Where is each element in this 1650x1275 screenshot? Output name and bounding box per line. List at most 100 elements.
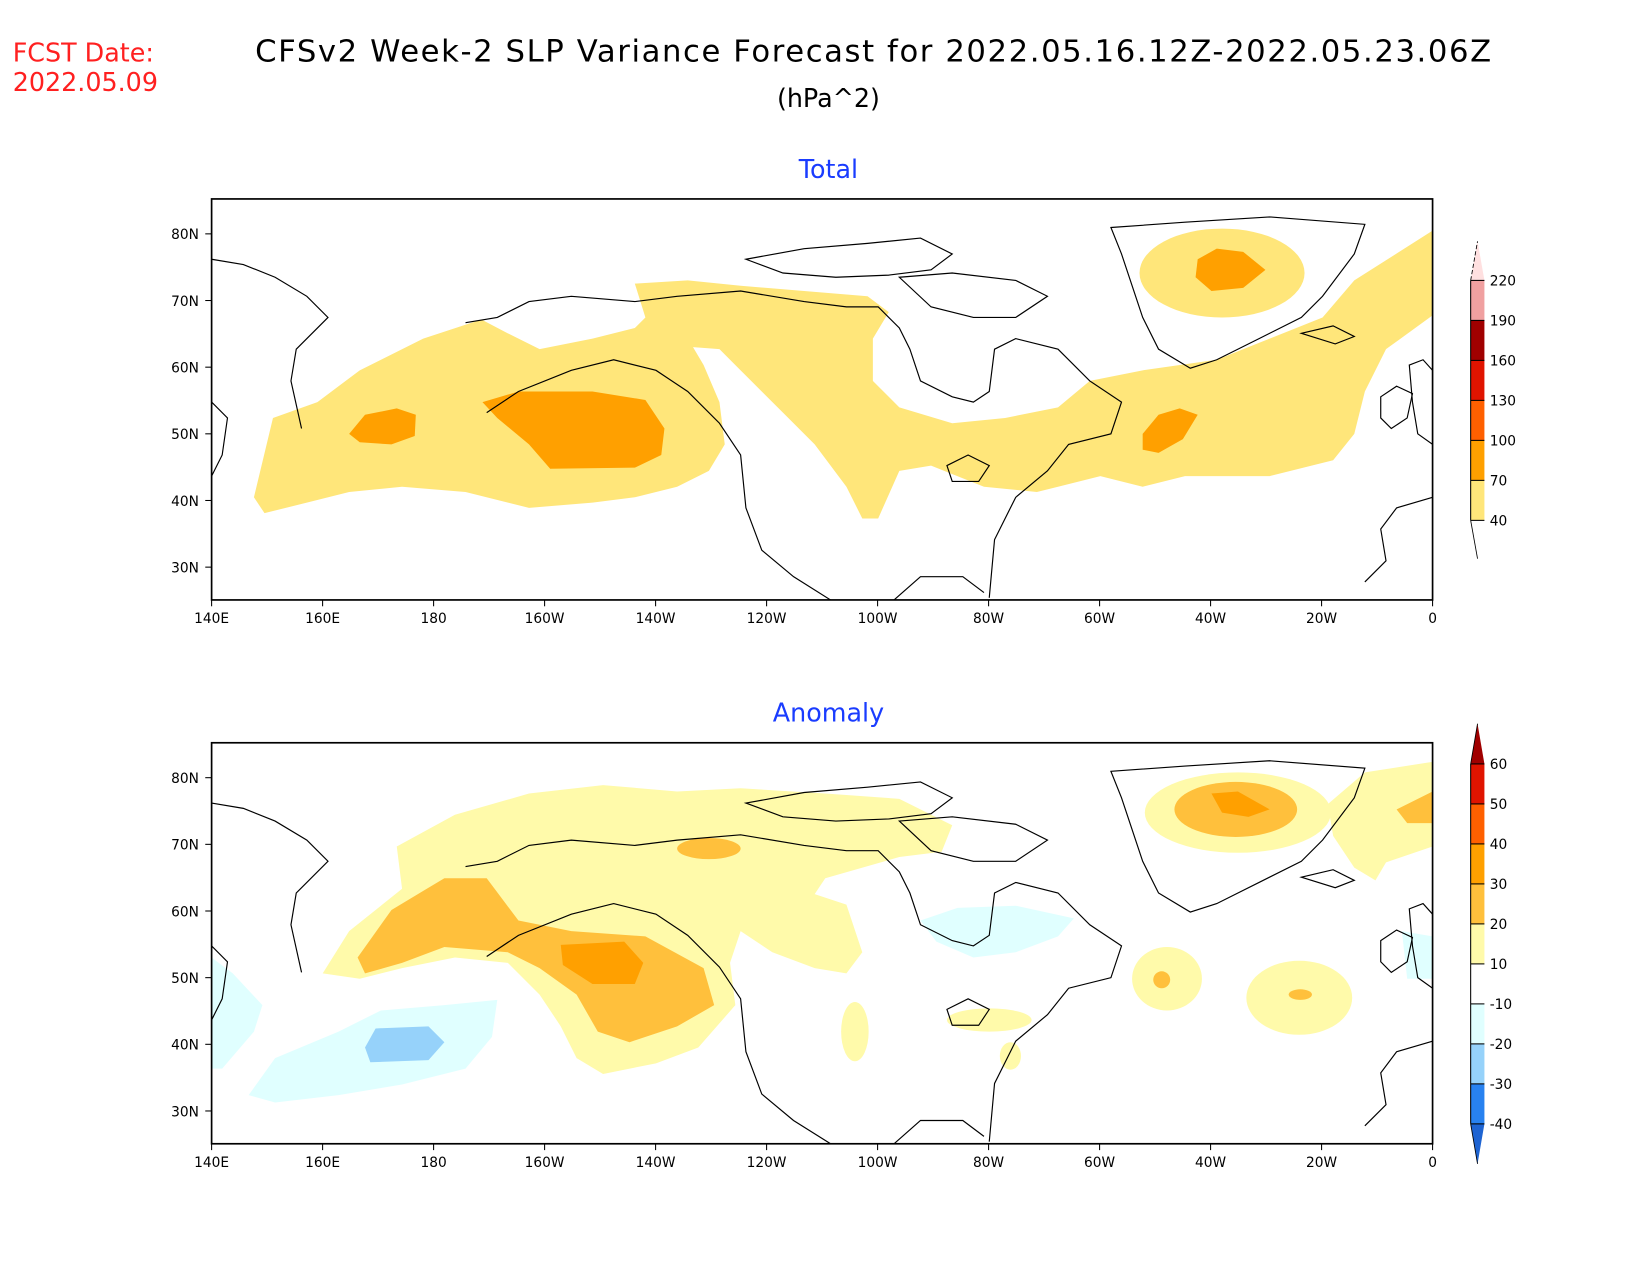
lat-tick-label: 80N	[171, 227, 199, 243]
contour-neg10-neg20	[920, 905, 1074, 958]
colorbar-label: 20	[1490, 917, 1508, 933]
colorbar-label: -20	[1490, 1037, 1512, 1053]
colorbar-label: 50	[1490, 797, 1508, 813]
colorbar-bottom-arrow	[1470, 520, 1485, 559]
lon-tick-label: 40W	[1195, 1155, 1226, 1171]
contour-70-100	[1142, 408, 1198, 453]
contour-10-20	[322, 785, 953, 1074]
lon-tick-label: 120W	[747, 611, 787, 627]
contour-neg20-neg30	[365, 1026, 445, 1063]
colorbar-band	[1470, 400, 1485, 441]
units-label: (hPa^2)	[777, 83, 880, 113]
colorbar-label: -30	[1490, 1077, 1512, 1093]
lon-tick-label: 20W	[1306, 1155, 1337, 1171]
lon-tick-label: 100W	[858, 1155, 898, 1171]
colorbar-label: 220	[1490, 274, 1516, 290]
lon-tick-label: 80W	[973, 1155, 1004, 1171]
fcst-date-value: 2022.05.09	[13, 67, 158, 97]
colorbar-label: 30	[1490, 877, 1508, 893]
lat-tick-label: 50N	[171, 427, 199, 443]
lon-tick-label: 40W	[1195, 611, 1226, 627]
lon-tick-label: 180	[420, 1155, 446, 1171]
lat-tick-label: 30N	[171, 560, 199, 576]
colorbar-band	[1470, 1003, 1485, 1044]
lon-tick-label: 140W	[636, 611, 676, 627]
lon-tick-label: 180	[420, 611, 446, 627]
colorbar-band	[1470, 280, 1485, 321]
colorbar-band	[1470, 480, 1485, 521]
lat-tick-label: 80N	[171, 771, 199, 787]
lon-tick-label: 60W	[1084, 1155, 1115, 1171]
lon-tick-label: 100W	[858, 611, 898, 627]
lat-tick-label: 60N	[171, 360, 199, 376]
lat-tick-label: 40N	[171, 494, 199, 510]
contour-10-20	[946, 1008, 1032, 1032]
lon-tick-label: 0	[1428, 1155, 1437, 1171]
lon-tick-label: 60W	[1084, 611, 1115, 627]
colorbar-top-arrow	[1470, 241, 1485, 281]
lat-tick-label: 70N	[171, 838, 199, 854]
contour-70-100	[1195, 248, 1266, 291]
colorbar-top-arrow	[1470, 723, 1485, 764]
colorbar-total: 220 190 160 130 100 70 40	[1470, 241, 1516, 559]
panel-title-total: Total	[798, 154, 858, 184]
map-frame	[210, 198, 1434, 601]
colorbar-label: 10	[1490, 957, 1508, 973]
colorbar-band	[1470, 360, 1485, 401]
colorbar-label: 130	[1490, 394, 1516, 410]
panel-title-anomaly: Anomaly	[773, 698, 884, 728]
colorbar-band	[1470, 923, 1485, 964]
contour-20-30	[1288, 989, 1312, 1000]
colorbar-bottom-arrow	[1470, 1123, 1485, 1164]
contour-20-30	[1396, 791, 1433, 824]
lon-tick-label: 160W	[525, 1155, 565, 1171]
colorbar-label: 40	[1490, 514, 1508, 530]
lon-tick-label: 120W	[747, 1155, 787, 1171]
colorbar-label: 190	[1490, 314, 1516, 330]
colorbar-label: -40	[1490, 1117, 1512, 1133]
colorbar-band	[1470, 320, 1485, 361]
colorbar-label: 40	[1490, 837, 1508, 853]
contour-70-100	[349, 408, 416, 445]
colorbar-band	[1470, 883, 1485, 924]
lat-tick-label: 70N	[171, 294, 199, 310]
map-panel-anomaly: 80N 70N 60N 50N 40N 30N 140E 160E 180 160W 140W 120…	[171, 741, 1437, 1171]
lon-tick-label: 20W	[1306, 611, 1337, 627]
lon-tick-label: 160W	[525, 611, 565, 627]
lat-tick-label: 60N	[171, 904, 199, 920]
colorbar-band	[1470, 803, 1485, 844]
lon-tick-label: 140E	[194, 1155, 229, 1171]
colorbar-label: 60	[1490, 757, 1508, 773]
contour-30-40	[560, 941, 644, 985]
colorbar-band	[1470, 763, 1485, 804]
lon-tick-label: 160E	[305, 1155, 340, 1171]
fcst-date-label: FCST Date:	[13, 37, 154, 67]
map-panel-total: 80N 70N 60N 50N 40N 30N 140E 160E 180 160W 140W 120…	[171, 198, 1437, 627]
contour-neg10-neg20	[211, 957, 263, 1069]
colorbar-label: 160	[1490, 354, 1516, 370]
contour-neg10-neg20	[1401, 931, 1433, 979]
colorbar-label: 100	[1490, 434, 1516, 450]
lon-tick-label: 140W	[636, 1155, 676, 1171]
contour-20-30	[357, 878, 715, 1043]
contour-10-20	[841, 1001, 869, 1062]
axis-ticks-total: 80N 70N 60N 50N 40N 30N 140E 160E 180 160W 140W 120…	[171, 227, 1437, 627]
lat-tick-label: 30N	[171, 1104, 199, 1120]
contour-70-100	[482, 391, 665, 469]
contour-10-20	[1327, 761, 1433, 881]
lat-tick-label: 50N	[171, 971, 199, 987]
main-title: CFSv2 Week-2 SLP Variance Forecast for 2…	[255, 34, 1493, 69]
lon-tick-label: 0	[1428, 611, 1437, 627]
map-frame	[210, 741, 1434, 1145]
lon-tick-label: 160E	[305, 611, 340, 627]
colorbar-band	[1470, 440, 1485, 481]
colorbar-label: -10	[1490, 997, 1512, 1013]
colorbar-anomaly: 60 50 40 30 20 10 -10 -20 -30 -40	[1470, 723, 1512, 1164]
axis-ticks-anomaly: 80N 70N 60N 50N 40N 30N 140E 160E 180 160W 140W 120…	[171, 771, 1437, 1171]
contour-30-40	[1211, 791, 1270, 817]
colorbar-band	[1470, 1083, 1485, 1124]
colorbar-band	[1470, 1043, 1485, 1084]
contour-20-30	[1153, 971, 1171, 989]
